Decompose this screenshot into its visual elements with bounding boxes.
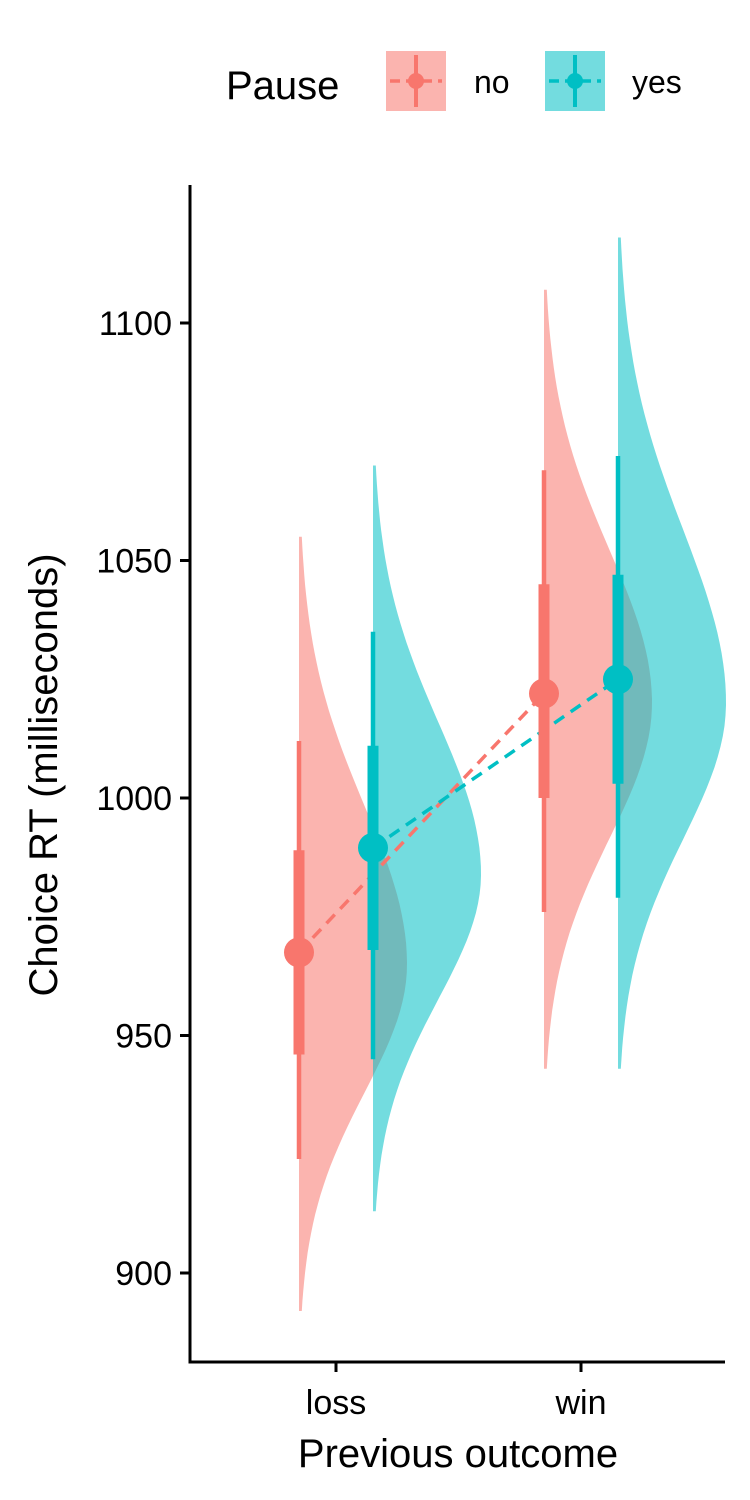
mean-point-yes-loss [358, 832, 388, 863]
mean-point-no-loss [284, 937, 314, 968]
y-tick-label-1050: 1050 [96, 543, 172, 581]
x-axis-label: Previous outcome [298, 1432, 618, 1476]
mean-point-no-win [529, 678, 559, 709]
mean-point-yes-win [603, 664, 633, 695]
y-tick-label-1000: 1000 [96, 780, 172, 818]
y-axis-label: Choice RT (milliseconds) [22, 553, 66, 996]
violin-no-loss [299, 536, 407, 1311]
legend-label-yes: yes [632, 64, 682, 100]
x-tick-label-loss: loss [306, 1384, 366, 1422]
legend-label-no: no [474, 64, 510, 100]
y-tick-label-1100: 1100 [99, 305, 172, 343]
plot-area: 900 950 1000 1050 1100 loss win [96, 185, 726, 1422]
legend-title: Pause [226, 64, 339, 108]
legend-key-no: no [386, 51, 510, 111]
y-tick-label-950: 950 [115, 1018, 172, 1056]
violin-no-win [544, 289, 652, 1069]
y-tick-label-900: 900 [115, 1255, 172, 1293]
violin-yes-loss [373, 465, 481, 1212]
connector-yes [372, 677, 619, 850]
x-tick-label-win: win [554, 1384, 606, 1422]
violin-yes-win [618, 237, 726, 1069]
legend-key-point-yes [567, 73, 583, 89]
legend-key-point-no [408, 73, 424, 89]
legend-key-yes: yes [545, 51, 682, 111]
legend: Pause no yes [226, 51, 682, 111]
